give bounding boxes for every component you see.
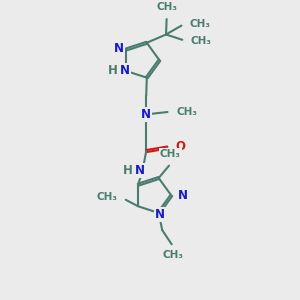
Text: H: H [123,164,133,177]
Text: CH₃: CH₃ [96,192,117,203]
Text: CH₃: CH₃ [190,20,211,29]
Text: N: N [178,189,188,202]
Text: CH₃: CH₃ [156,2,177,12]
Text: N: N [141,108,151,121]
Text: N: N [114,42,124,55]
Text: CH₃: CH₃ [190,36,212,46]
Text: H: H [108,64,118,77]
Text: CH₃: CH₃ [162,250,183,260]
Text: N: N [120,64,130,77]
Text: N: N [135,164,145,177]
Text: CH₃: CH₃ [176,107,197,117]
Text: N: N [155,208,165,220]
Text: O: O [175,140,185,154]
Text: CH₃: CH₃ [160,149,181,159]
